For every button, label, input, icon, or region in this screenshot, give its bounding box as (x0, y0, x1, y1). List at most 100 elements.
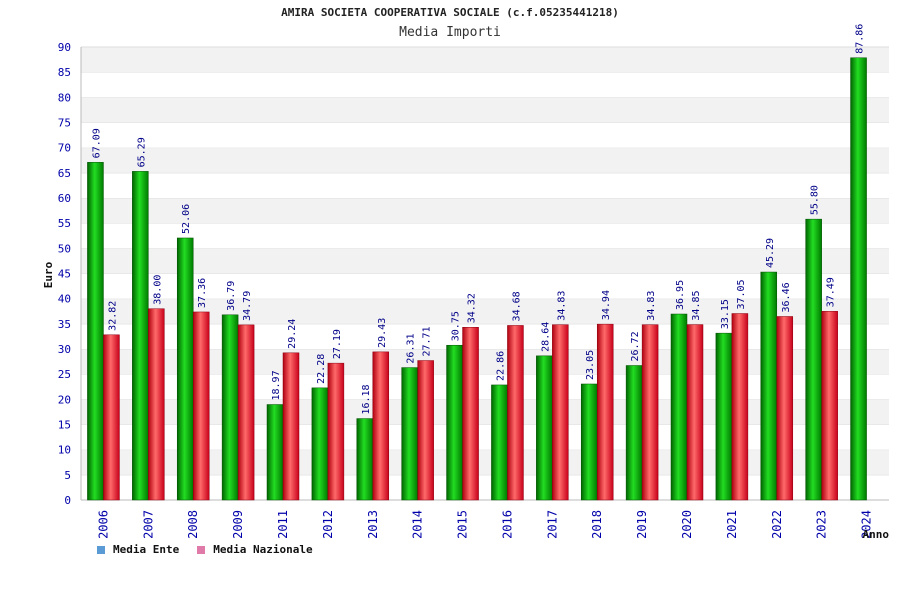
x-tick-label: 2023 (815, 510, 829, 539)
data-label: 65.29 (136, 137, 147, 167)
data-label: 36.95 (675, 280, 686, 310)
x-tick-label: 2017 (545, 510, 559, 539)
data-label: 34.68 (511, 291, 522, 321)
bar-nazionale (821, 311, 838, 501)
bar-nazionale (731, 313, 749, 501)
bar-ente (266, 404, 284, 501)
grid-band (81, 298, 889, 324)
data-label: 27.19 (332, 329, 343, 359)
bar-nazionale (641, 324, 659, 501)
grid-band (81, 47, 889, 73)
data-label: 30.75 (451, 311, 462, 341)
bar-ente (580, 383, 598, 501)
y-tick-label: 75 (58, 117, 71, 130)
bar-nazionale (552, 324, 569, 501)
data-label: 26.72 (630, 331, 641, 361)
legend-swatch-ente (97, 545, 105, 554)
data-label: 32.82 (107, 301, 118, 331)
x-tick-label: 2021 (725, 510, 739, 539)
x-tick-label: 2013 (366, 510, 380, 539)
x-tick-label: 2007 (141, 510, 155, 539)
x-axis-ticks: 2006 2007 2008 2009 2011 2012 2013 2014 2015 2016… (96, 510, 873, 539)
y-tick-label: 15 (58, 419, 71, 432)
x-tick-label: 2015 (456, 510, 470, 539)
grid-band (81, 198, 889, 224)
bar-ente (715, 332, 733, 501)
y-tick-label: 10 (58, 444, 71, 457)
grid-band (81, 424, 889, 450)
data-label: 18.97 (271, 370, 282, 400)
data-label: 34.85 (691, 290, 702, 320)
x-tick-label: 2011 (276, 510, 290, 539)
y-axis-label: Euro (42, 261, 55, 288)
data-label: 28.64 (540, 322, 551, 352)
bar-ente (625, 365, 643, 501)
grid-band (81, 97, 889, 123)
y-tick-label: 65 (58, 167, 71, 180)
bar-nazionale (507, 325, 524, 501)
bar-nazionale (372, 351, 390, 501)
data-label: 34.79 (242, 291, 253, 321)
x-tick-label: 2022 (770, 510, 784, 539)
bar-nazionale (103, 334, 120, 501)
bar-ente (850, 57, 867, 501)
grid-band (81, 147, 889, 173)
grid-band (81, 72, 889, 98)
data-label: 29.24 (287, 319, 298, 349)
legend-swatch-nazionale (197, 545, 206, 554)
data-label: 23.05 (585, 350, 596, 380)
y-tick-label: 50 (58, 242, 71, 255)
bar-nazionale (686, 324, 704, 501)
grid-band (81, 122, 889, 148)
x-tick-label: 2020 (680, 510, 694, 539)
x-tick-label: 2018 (590, 510, 604, 539)
x-tick-label: 2012 (321, 510, 335, 539)
data-label: 52.06 (181, 204, 192, 234)
y-tick-label: 40 (58, 293, 71, 306)
bar-nazionale (282, 352, 300, 501)
grid-band (81, 349, 889, 375)
bar-ente (670, 313, 688, 501)
grid-bands (81, 46, 889, 500)
legend-item-ente: Media Ente (97, 543, 179, 556)
grid-band (81, 273, 889, 299)
y-tick-label: 20 (58, 393, 71, 406)
data-label: 38.00 (152, 275, 163, 305)
y-tick-label: 90 (58, 41, 71, 54)
grid-band (81, 323, 889, 349)
chart-subtitle: Media Importi (399, 25, 501, 40)
grid-band (81, 223, 889, 249)
data-label: 34.32 (467, 293, 478, 323)
chart-title: AMIRA SOCIETA COOPERATIVA SOCIALE (c.f.0… (281, 6, 619, 19)
y-tick-label: 80 (58, 91, 71, 104)
y-tick-label: 5 (64, 469, 71, 482)
bar-ente (176, 237, 194, 501)
x-axis-label: Anno (863, 528, 890, 541)
data-label: 16.18 (361, 384, 372, 414)
y-tick-label: 45 (58, 268, 71, 281)
x-tick-label: 2008 (186, 510, 200, 539)
x-tick-label: 2006 (96, 510, 110, 539)
grid-band (81, 449, 889, 475)
data-label: 26.31 (406, 333, 417, 363)
data-label: 55.80 (810, 185, 821, 215)
data-label: 33.15 (720, 299, 731, 329)
y-tick-label: 85 (58, 66, 71, 79)
bar-ente (491, 384, 508, 501)
data-label: 45.29 (765, 238, 776, 268)
data-label: 29.43 (377, 318, 388, 348)
y-tick-label: 25 (58, 368, 71, 381)
y-tick-label: 0 (64, 494, 71, 507)
legend-label-ente: Media Ente (113, 543, 180, 556)
data-label: 22.86 (495, 351, 506, 381)
data-label: 37.49 (826, 277, 837, 307)
bar-ente (401, 367, 418, 501)
y-tick-label: 70 (58, 142, 71, 155)
grid-band (81, 474, 889, 500)
data-label: 37.05 (736, 279, 747, 309)
data-label: 36.79 (226, 281, 237, 311)
data-label: 22.28 (316, 354, 327, 384)
grid-band (81, 374, 889, 400)
y-tick-label: 35 (58, 318, 71, 331)
